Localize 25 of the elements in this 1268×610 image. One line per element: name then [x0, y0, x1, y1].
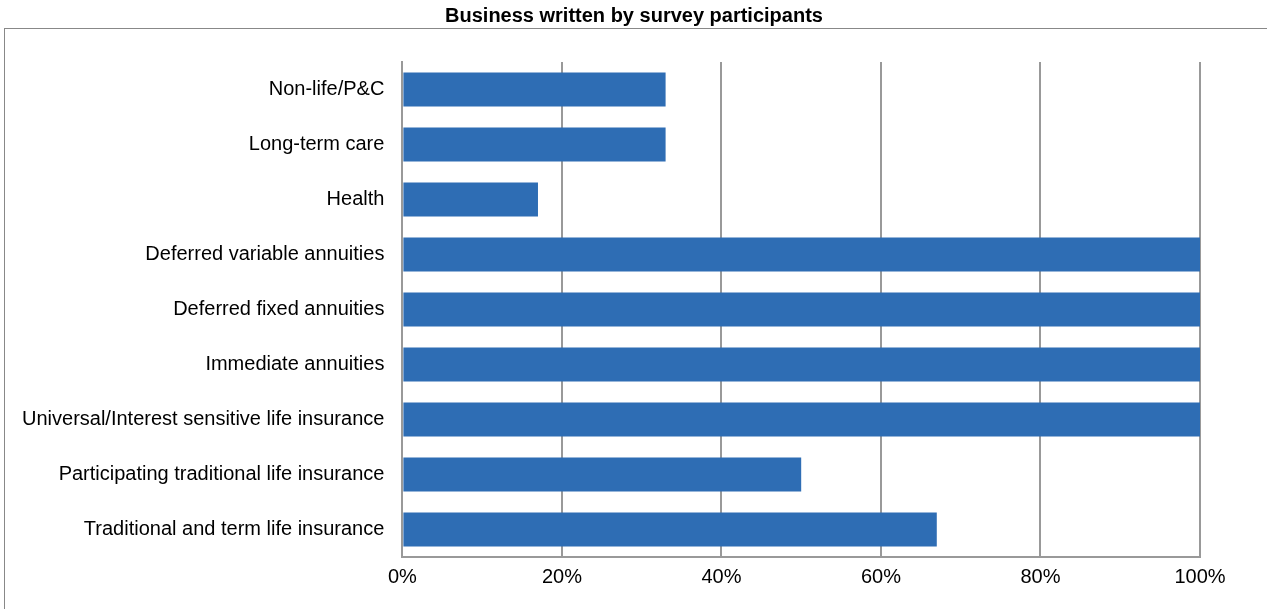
bar [403, 182, 538, 217]
bar [403, 402, 1200, 437]
x-tick-label: 20% [541, 564, 583, 587]
bar [403, 72, 666, 107]
y-tick-label: Participating traditional life insurance [58, 462, 385, 485]
bar [403, 347, 1200, 382]
x-tick-label: 60% [860, 564, 902, 587]
bar [403, 292, 1200, 327]
bar [403, 457, 802, 492]
y-tick-label: Traditional and term life insurance [83, 517, 385, 540]
y-tick-label: Immediate annuities [205, 352, 385, 375]
bar [403, 127, 666, 162]
x-tick-label: 0% [387, 564, 418, 587]
y-tick-label: Universal/Interest sensitive life insurance [21, 407, 385, 430]
bar [403, 512, 937, 547]
chart-title: Business written by survey participants [444, 4, 824, 27]
y-tick-label: Deferred variable annuities [145, 242, 385, 265]
y-tick-label: Deferred fixed annuities [173, 297, 385, 320]
y-tick-label: Long-term care [248, 132, 385, 155]
y-tick-label: Non-life/P&C [268, 77, 385, 100]
y-tick-label: Health [326, 187, 385, 210]
x-tick-label: 80% [1020, 564, 1061, 587]
bar [403, 237, 1200, 272]
x-tick-label: 100% [1174, 564, 1226, 587]
x-tick-label: 40% [701, 564, 742, 587]
